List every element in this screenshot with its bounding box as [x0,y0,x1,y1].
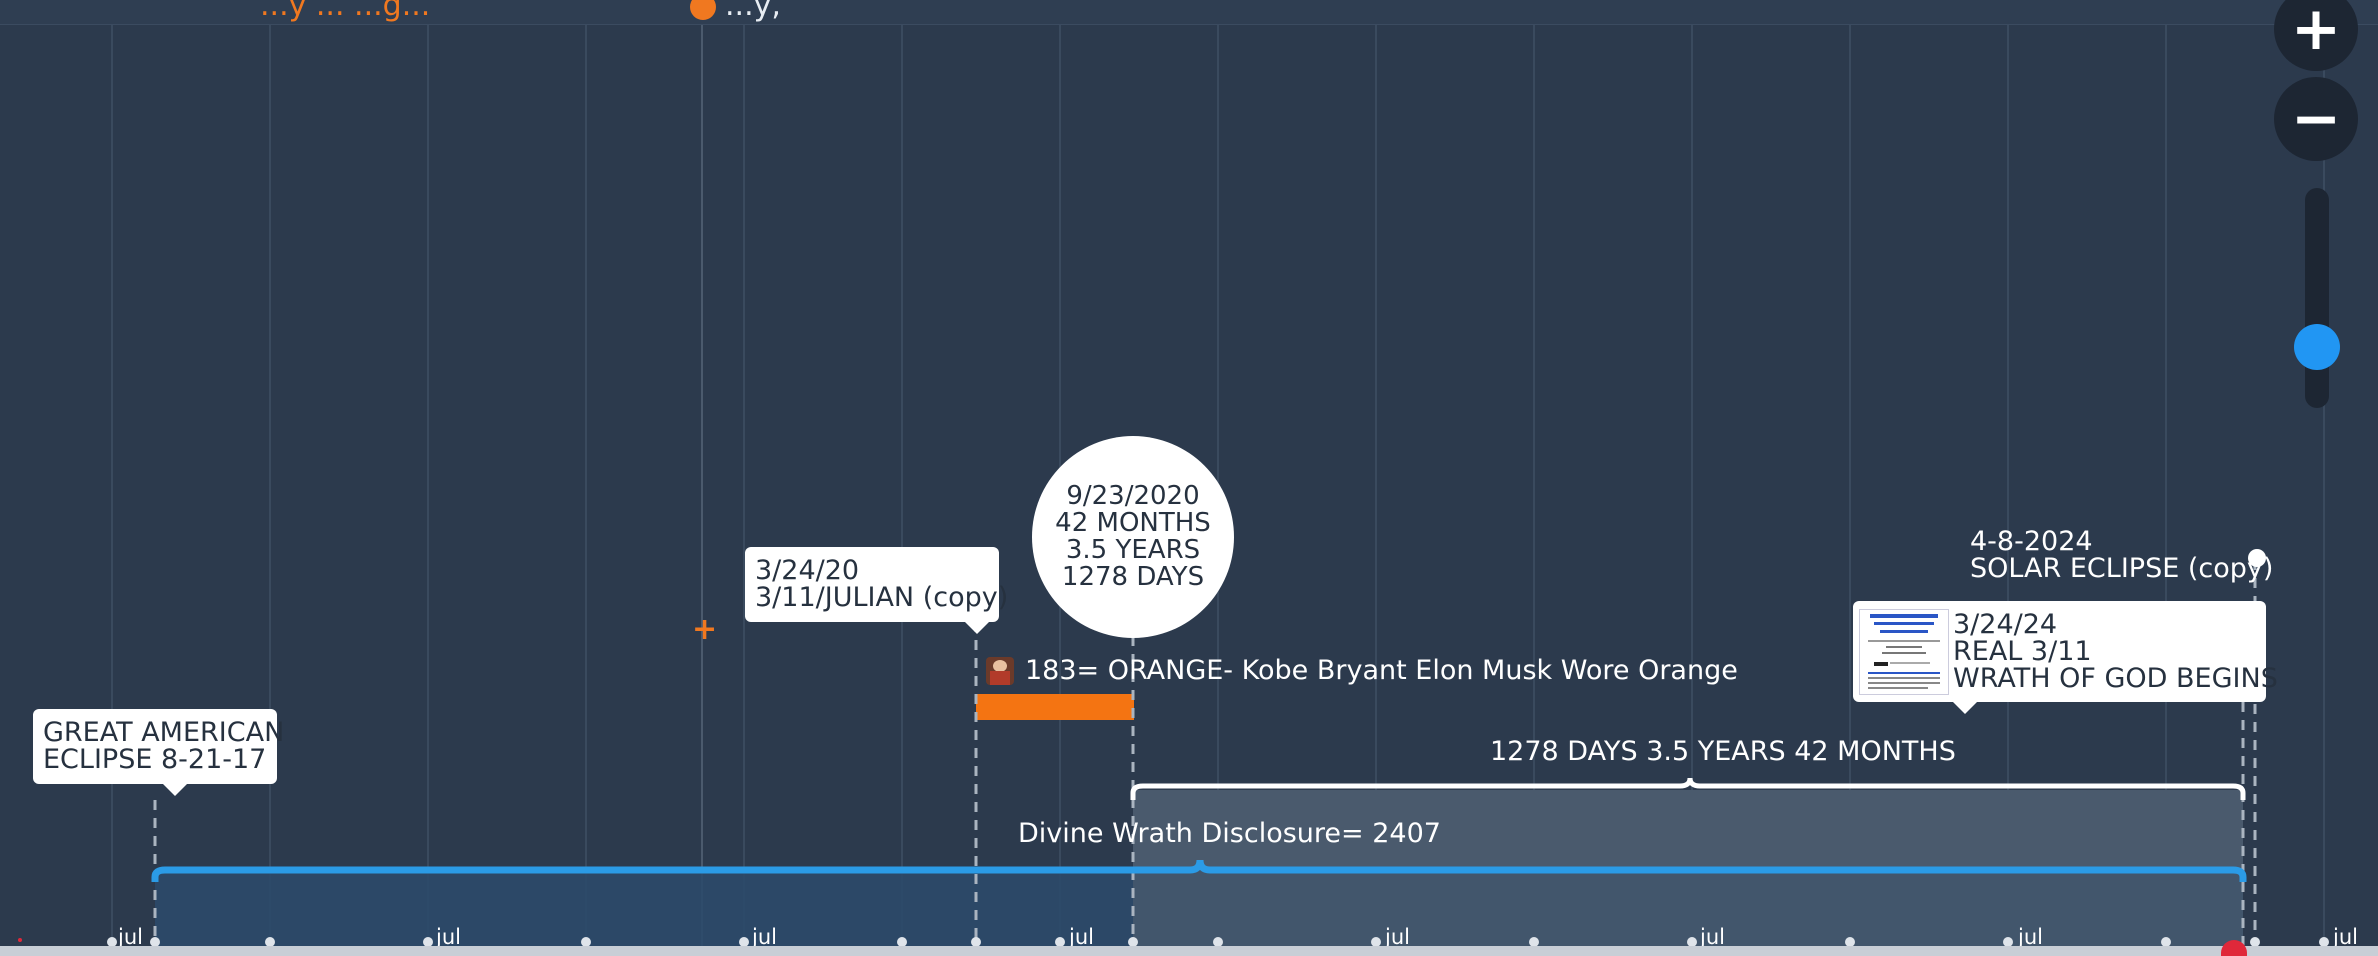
event-title: 9/23/2020 [1066,481,1200,511]
event-detail: WRATH OF GOD BEGINS [1953,663,2278,694]
today-marker-icon[interactable] [2221,940,2247,956]
event-dot [2248,549,2266,567]
event-detail: 1278 DAYS [1061,562,1205,592]
axis-tick-label: jul [2018,925,2043,949]
zoom-slider-handle[interactable] [2294,324,2340,370]
axis-dot [581,937,591,947]
axis-dot [1213,937,1223,947]
axis-dot [2161,937,2171,947]
axis-tick-label: jul [752,925,777,949]
axis-dot [1845,937,1855,947]
axis-dot [2003,937,2013,947]
axis-dot [150,937,160,947]
axis-dot [265,937,275,947]
span-bracket-disclosure [151,859,2247,882]
axis-dot [1529,937,1539,947]
axis-dot [2319,937,2329,947]
event-card-julian-copy[interactable]: 3/24/20 3/11/JULIAN (copy) [745,547,1009,634]
event-detail: 42 MONTHS [1055,508,1211,538]
axis-dot [423,937,433,947]
zoom-slider[interactable] [2305,188,2329,408]
document-thumbnail-icon [1859,609,1949,695]
axis-tick-label: jul [1069,925,1094,949]
event-title: 4-8-2024 [1970,526,2093,557]
event-subtitle: 3/11/JULIAN (copy) [755,582,1009,613]
event-label-solar-eclipse[interactable]: 4-8-2024 SOLAR ECLIPSE (copy) [1970,528,2273,582]
span-label-1278-days[interactable]: 1278 DAYS 3.5 YEARS 42 MONTHS [1490,736,1956,767]
axis-tick-label: jul [1385,925,1410,949]
event-subtitle: SOLAR ECLIPSE (copy) [1970,553,2274,584]
axis-tick-label: jul [2333,925,2358,949]
event-circle-sept-2020[interactable]: 9/23/2020 42 MONTHS 3.5 YEARS 1278 DAYS [1032,436,1234,638]
header-bar: ...y ... ...g... ...y, [0,0,2378,25]
axis-tick-label: jul [118,925,143,949]
axis-dot [897,937,907,947]
axis-tick-label: jul [1700,925,1725,949]
zoom-in-button[interactable]: + [2274,0,2358,71]
event-title: 3/24/20 [755,555,860,586]
header-marker-icon [690,0,716,20]
orange-span-label[interactable]: 183= ORANGE- Kobe Bryant Elon Musk Wore … [1025,655,1738,686]
header-title: ...y ... ...g... [260,0,431,23]
axis-dot [1055,937,1065,947]
span-bracket-1278-days [1130,777,2246,800]
orange-span-bar [976,694,1134,720]
axis-tick-label: jul [436,925,461,949]
axis-dot [1128,937,1138,947]
event-card-wrath[interactable]: 3/24/24 REAL 3/11 WRATH OF GOD BEGINS [1853,601,2278,714]
event-detail: REAL 3/11 [1953,636,2092,667]
event-detail: 3.5 YEARS [1065,535,1201,565]
axis-dot [18,938,22,942]
event-card-eclipse-2017[interactable]: GREAT AMERICAN ECLIPSE 8-21-17 [33,709,285,796]
span-area-overlap [1133,870,2243,946]
span-area-disclosure [155,870,1133,946]
event-title: GREAT AMERICAN [43,717,285,748]
span-label-disclosure[interactable]: Divine Wrath Disclosure= 2407 [1018,818,1441,849]
event-title: 3/24/24 [1953,609,2058,640]
zoom-out-button[interactable]: − [2274,77,2358,161]
axis-dot [1687,937,1697,947]
axis-dot [739,937,749,947]
crosshair-icon: + [692,612,718,647]
axis-dot [971,937,981,947]
event-thumbnail-icon [986,657,1014,685]
event-subtitle: ECLIPSE 8-21-17 [43,744,267,775]
axis-dot [1371,937,1381,947]
axis-dot [107,937,117,947]
header-title-rest: ...y, [725,0,781,23]
axis-dot [2250,937,2260,947]
timeline-axis-bar[interactable] [0,946,2378,956]
